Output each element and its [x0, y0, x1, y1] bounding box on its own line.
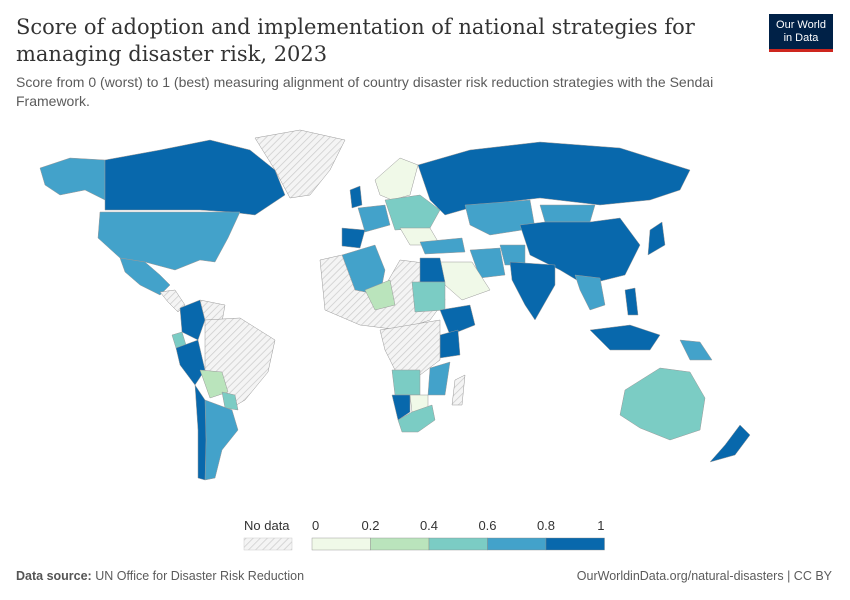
logo-line-2: in Data — [783, 31, 819, 44]
legend-tick-label: 0.8 — [537, 518, 555, 533]
country-russia[interactable] — [417, 141, 691, 216]
legend-bin — [428, 537, 488, 551]
logo-line-1: Our World — [776, 18, 826, 31]
country-usa[interactable] — [97, 211, 241, 271]
country-mozambique[interactable] — [427, 361, 451, 396]
country-madagascar[interactable] — [451, 374, 466, 406]
country-indonesia[interactable] — [589, 324, 661, 351]
legend-no-data-swatch — [243, 537, 293, 551]
legend-bin — [311, 537, 371, 551]
country-sudan[interactable] — [411, 281, 446, 313]
country-ethiopia[interactable] — [439, 304, 476, 336]
world-map[interactable] — [0, 125, 850, 505]
footer-link[interactable]: OurWorldinData.org/natural-disasters | C… — [576, 569, 832, 583]
legend-tick-label: 0.2 — [361, 518, 379, 533]
country-argentina[interactable] — [204, 399, 239, 481]
chart-subtitle: Score from 0 (worst) to 1 (best) measuri… — [16, 74, 714, 109]
legend-bin — [487, 537, 547, 551]
country-scandinavia[interactable] — [374, 157, 419, 201]
country-papua-new-guinea[interactable] — [679, 339, 713, 361]
legend-tick-label: 0.6 — [478, 518, 496, 533]
country-turkey[interactable] — [419, 237, 466, 255]
country-china[interactable] — [519, 217, 641, 286]
legend-bin — [545, 537, 605, 551]
legend-no-data-label: No data — [244, 518, 290, 533]
source-label: Data source: — [16, 569, 92, 583]
country-peru[interactable] — [175, 339, 206, 386]
owid-logo[interactable]: Our World in Data — [769, 14, 833, 52]
legend-tick-label: 1 — [597, 518, 604, 533]
country-kazakhstan[interactable] — [464, 199, 536, 236]
country-southeast-asia[interactable] — [574, 274, 606, 311]
source-text: UN Office for Disaster Risk Reduction — [95, 569, 305, 583]
country-australia[interactable] — [619, 367, 706, 441]
legend-tick-label: 0 — [312, 518, 319, 533]
chart-title: Score of adoption and implementation of … — [16, 15, 695, 66]
country-kenya[interactable] — [439, 329, 461, 359]
country-mongolia[interactable] — [539, 204, 596, 223]
country-alaska[interactable] — [39, 157, 106, 201]
map-legend: No data 0 0.2 0.4 0.6 0.8 1 — [243, 518, 605, 551]
country-canada[interactable] — [104, 139, 286, 216]
country-japan[interactable] — [647, 221, 666, 256]
country-greenland[interactable] — [254, 129, 346, 199]
country-colombia[interactable] — [179, 299, 206, 341]
country-central-africa[interactable] — [379, 319, 441, 376]
country-iran[interactable] — [469, 247, 506, 279]
country-paraguay[interactable] — [221, 391, 239, 411]
country-central-europe[interactable] — [384, 194, 441, 231]
country-uk[interactable] — [349, 185, 363, 209]
country-mexico[interactable] — [119, 257, 171, 296]
country-philippines[interactable] — [624, 287, 639, 316]
country-bolivia[interactable] — [199, 369, 229, 399]
country-niger-region[interactable] — [364, 279, 396, 311]
legend-tick-label: 0.4 — [420, 518, 438, 533]
country-egypt[interactable] — [419, 257, 446, 283]
country-angola[interactable] — [391, 369, 421, 396]
legend-bin — [370, 537, 430, 551]
country-new-zealand[interactable] — [709, 424, 751, 463]
country-india[interactable] — [509, 261, 556, 321]
country-chile[interactable] — [194, 384, 207, 481]
country-france-region[interactable] — [357, 204, 391, 233]
country-namibia[interactable] — [391, 394, 411, 421]
country-spain[interactable] — [341, 227, 366, 249]
country-south-africa[interactable] — [397, 404, 436, 433]
footer-source: Data source: UN Office for Disaster Risk… — [16, 569, 304, 583]
